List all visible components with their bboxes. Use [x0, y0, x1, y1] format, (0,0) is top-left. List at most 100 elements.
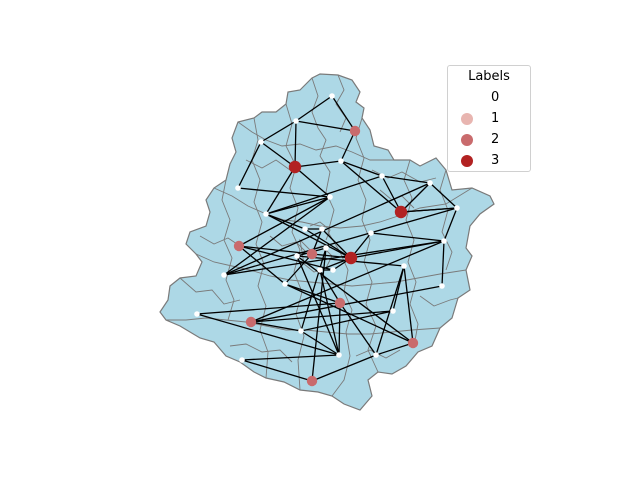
- graph-edge: [311, 354, 377, 382]
- graph-edge: [340, 160, 402, 213]
- graph-edge: [237, 141, 262, 189]
- graph-edge: [429, 182, 458, 209]
- graph-node: [454, 205, 460, 211]
- graph-edge: [241, 359, 313, 382]
- graph-edge: [443, 207, 458, 242]
- graph-node: [294, 253, 300, 259]
- graph-edge: [238, 245, 334, 271]
- graph-edge: [250, 285, 443, 323]
- graph-edge: [241, 354, 340, 361]
- graph-edge: [319, 269, 340, 356]
- graph-edge: [311, 253, 352, 259]
- graph-edge: [304, 228, 352, 259]
- graph-edge: [400, 207, 458, 213]
- legend-label: 2: [491, 132, 500, 147]
- graph-node: [394, 205, 408, 219]
- graph-edge: [294, 120, 297, 168]
- graph-node: [330, 267, 336, 273]
- graph-edge: [250, 240, 445, 323]
- graph-edge: [294, 160, 342, 168]
- graph-edge: [265, 175, 383, 215]
- graph-edge: [238, 245, 286, 285]
- graph-node: [338, 158, 344, 164]
- graph-edge: [296, 255, 414, 344]
- graph-node: [427, 180, 433, 186]
- graph-node: [258, 139, 264, 145]
- legend: Labels 0 1 2 3: [447, 65, 531, 172]
- graph-edge: [311, 247, 327, 382]
- graph-edge: [381, 175, 402, 213]
- graph-node: [336, 352, 342, 358]
- graph-node: [379, 173, 385, 179]
- graph-node: [349, 125, 361, 137]
- graph-edge: [339, 302, 377, 356]
- graph-nodes: [194, 93, 460, 387]
- graph-node: [239, 357, 245, 363]
- graph-node: [323, 245, 329, 251]
- legend-title: Labels: [468, 69, 510, 84]
- graph-node: [221, 272, 227, 278]
- graph-edge: [223, 240, 445, 276]
- legend-label: 0: [491, 90, 500, 105]
- legend-marker: [461, 155, 473, 167]
- graph-edge: [250, 321, 302, 332]
- graph-edge: [403, 265, 414, 344]
- legend-marker: [461, 134, 473, 146]
- legend-label: 3: [491, 153, 500, 168]
- graph-node: [293, 118, 299, 124]
- graph-edge: [223, 182, 431, 276]
- graph-node: [319, 226, 325, 232]
- graph-node: [390, 308, 396, 314]
- graph-edge: [400, 182, 431, 213]
- graph-edge: [223, 207, 458, 276]
- graph-edges: [196, 95, 458, 382]
- graph-node: [334, 297, 346, 309]
- graph-edge: [375, 342, 414, 356]
- graph-node: [373, 352, 379, 358]
- graph-edge: [331, 95, 356, 132]
- graph-edge: [260, 141, 296, 168]
- legend-marker: [461, 113, 473, 125]
- graph-edge: [295, 120, 356, 132]
- graph-edge: [238, 245, 313, 255]
- graph-node: [194, 311, 200, 317]
- graph-node: [245, 316, 257, 328]
- graph-node: [368, 230, 374, 236]
- legend-entry: 1: [448, 109, 532, 129]
- graph-edge: [223, 196, 331, 276]
- graph-edge: [340, 160, 383, 177]
- legend-marker: [461, 92, 473, 104]
- graph-edge: [321, 228, 352, 259]
- graph-node: [302, 226, 308, 232]
- graph-edge: [338, 302, 341, 356]
- graph-node: [235, 185, 241, 191]
- graph-node: [441, 238, 447, 244]
- graph-node: [329, 93, 335, 99]
- graph-edge: [238, 196, 331, 247]
- graph-edge: [284, 283, 414, 344]
- legend-label: 1: [491, 111, 500, 126]
- graph-node: [401, 263, 407, 269]
- graph-node: [298, 328, 304, 334]
- graph-edge: [441, 240, 445, 287]
- graph-edge: [300, 310, 394, 332]
- graph-edge: [300, 247, 327, 332]
- graph-edge: [300, 330, 340, 356]
- graph-node: [306, 375, 318, 387]
- graph-node: [344, 251, 358, 265]
- graph-edge: [294, 166, 331, 198]
- graph-edge: [381, 175, 431, 184]
- graph-node: [439, 283, 445, 289]
- graph-edge: [375, 265, 405, 356]
- legend-entry: 3: [448, 151, 532, 171]
- graph-node: [288, 160, 302, 174]
- legend-entry: 0: [448, 88, 532, 108]
- graph-edge: [295, 95, 333, 122]
- graph-node: [233, 240, 245, 252]
- graph-edge: [237, 187, 331, 198]
- graph-node: [317, 267, 323, 273]
- graph-node: [282, 281, 288, 287]
- legend-entry: 2: [448, 130, 532, 150]
- graph-edge: [340, 130, 356, 162]
